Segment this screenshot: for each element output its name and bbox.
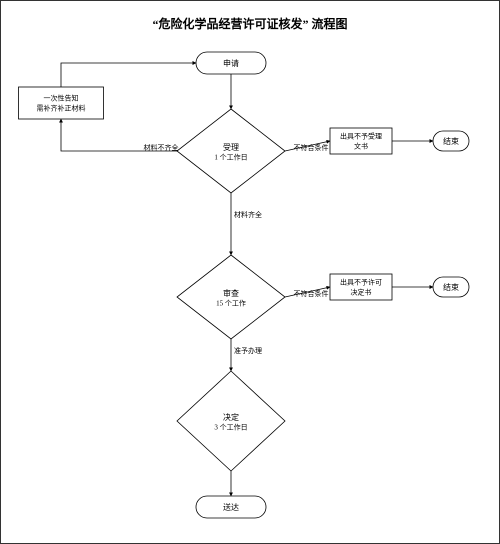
edge-label: 准予办理	[234, 346, 262, 355]
svg-text:3 个工作日: 3 个工作日	[214, 423, 247, 432]
svg-text:送达: 送达	[223, 502, 239, 512]
svg-text:结束: 结束	[443, 282, 459, 292]
svg-text:决定书: 决定书	[351, 288, 372, 297]
edge-notify-apply	[61, 63, 196, 87]
svg-text:一次性告知: 一次性告知	[44, 94, 79, 103]
flowchart-canvas: 申请一次性告知需补齐补正材料受理1 个工作日出具不予受理文书结束审查15 个工作…	[1, 1, 500, 544]
svg-text:结束: 结束	[443, 136, 459, 146]
svg-text:出具不予受理: 出具不予受理	[340, 132, 382, 141]
edge-label: 不符合条件	[294, 143, 329, 152]
svg-text:文书: 文书	[354, 142, 368, 151]
svg-text:15 个工作: 15 个工作	[216, 299, 246, 308]
node-review: 审查15 个工作	[177, 255, 285, 339]
svg-text:需补齐补正材料: 需补齐补正材料	[37, 104, 86, 113]
edge-label: 材料齐全	[234, 210, 262, 219]
svg-text:受理: 受理	[223, 142, 239, 152]
node-rejectDoc2: 出具不予许可决定书	[330, 274, 392, 300]
svg-text:决定: 决定	[223, 412, 239, 422]
edge-label: 不符合条件	[294, 289, 329, 298]
node-end2: 结束	[433, 277, 469, 297]
node-end1: 结束	[433, 131, 469, 151]
svg-text:1 个工作日: 1 个工作日	[214, 153, 247, 162]
flowchart-page: “危险化学品经营许可证核发” 流程图 申请一次性告知需补齐补正材料受理1 个工作…	[0, 0, 500, 544]
node-notify: 一次性告知需补齐补正材料	[19, 87, 104, 119]
edge-label: 材料不齐全	[144, 143, 179, 152]
node-accept: 受理1 个工作日	[177, 109, 285, 193]
svg-text:出具不予许可: 出具不予许可	[340, 278, 382, 287]
node-decide: 决定3 个工作日	[177, 371, 285, 471]
node-rejectDoc1: 出具不予受理文书	[330, 128, 392, 154]
node-deliver: 送达	[196, 496, 266, 518]
svg-text:申请: 申请	[223, 58, 239, 68]
svg-text:审查: 审查	[223, 288, 239, 298]
node-apply: 申请	[196, 52, 266, 74]
